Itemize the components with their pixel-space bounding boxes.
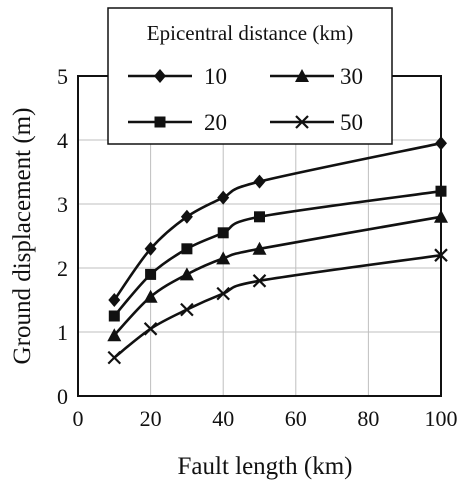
x-tick-label: 20: [140, 406, 162, 431]
x-marker-stroke: [143, 322, 158, 336]
data-point-30: [143, 289, 158, 303]
legend-marker-50: [295, 115, 309, 129]
legend-marker-20: [154, 116, 166, 128]
x-tick-label: 60: [285, 406, 307, 431]
series-10: [108, 136, 447, 307]
series-line-50: [113, 253, 442, 359]
x-tick-label: 80: [357, 406, 379, 431]
data-point-20: [254, 211, 265, 223]
data-point-50: [143, 322, 158, 336]
legend-item-10: 10: [128, 64, 227, 89]
legend-title: Epicentral distance (km): [147, 21, 353, 45]
legend-label-50: 50: [340, 110, 363, 135]
series-20: [108, 185, 447, 322]
legend-marker-30: [295, 69, 309, 82]
data-point-20: [108, 310, 120, 322]
data-point-10: [108, 293, 121, 307]
data-point-10: [144, 241, 157, 256]
data-point-30: [179, 267, 194, 281]
series-50: [107, 248, 448, 365]
legend: Epicentral distance (km) 10 20 30 50: [107, 7, 393, 145]
data-point-50: [180, 302, 194, 317]
series-line-20: [113, 189, 442, 317]
data-point-50: [252, 274, 267, 288]
data-point-10: [253, 174, 266, 189]
y-tick-label: 1: [57, 320, 68, 345]
data-point-50: [216, 286, 230, 301]
x-marker-stroke: [252, 274, 267, 288]
series-layer: [107, 136, 448, 365]
data-point-30: [252, 241, 267, 255]
y-tick-label: 5: [57, 64, 68, 89]
tick-labels: 0 20 40 60 80 100 0 1 2 3 4 5: [57, 64, 458, 431]
data-point-10: [217, 190, 230, 205]
x-axis-title: Fault length (km): [178, 453, 353, 480]
data-point-50: [107, 350, 122, 365]
data-point-20: [217, 227, 229, 239]
y-tick-label: 2: [57, 256, 68, 281]
legend-item-20: 20: [128, 110, 227, 135]
x-marker-stroke: [295, 115, 309, 129]
x-tick-label: 100: [425, 406, 458, 431]
x-tick-label: 40: [212, 406, 234, 431]
x-marker-stroke: [216, 286, 230, 301]
series-30: [107, 209, 448, 342]
x-marker-stroke: [180, 302, 194, 317]
y-tick-label: 4: [57, 128, 68, 153]
y-tick-label: 0: [57, 384, 68, 409]
legend-marker-10: [154, 69, 166, 83]
x-marker-stroke: [107, 350, 122, 365]
y-axis-title: Ground displacement (m): [9, 108, 36, 365]
y-tick-label: 3: [57, 192, 68, 217]
data-point-30: [107, 328, 122, 342]
data-point-20: [181, 243, 193, 255]
legend-item-30: 30: [270, 64, 363, 89]
series-line-10: [113, 141, 442, 301]
legend-label-30: 30: [340, 64, 363, 89]
x-tick-label: 0: [73, 406, 84, 431]
data-point-20: [145, 268, 157, 280]
legend-label-20: 20: [204, 110, 227, 135]
data-point-10: [180, 209, 193, 224]
legend-label-10: 10: [204, 64, 227, 89]
data-point-30: [216, 251, 231, 265]
legend-item-50: 50: [270, 110, 363, 135]
